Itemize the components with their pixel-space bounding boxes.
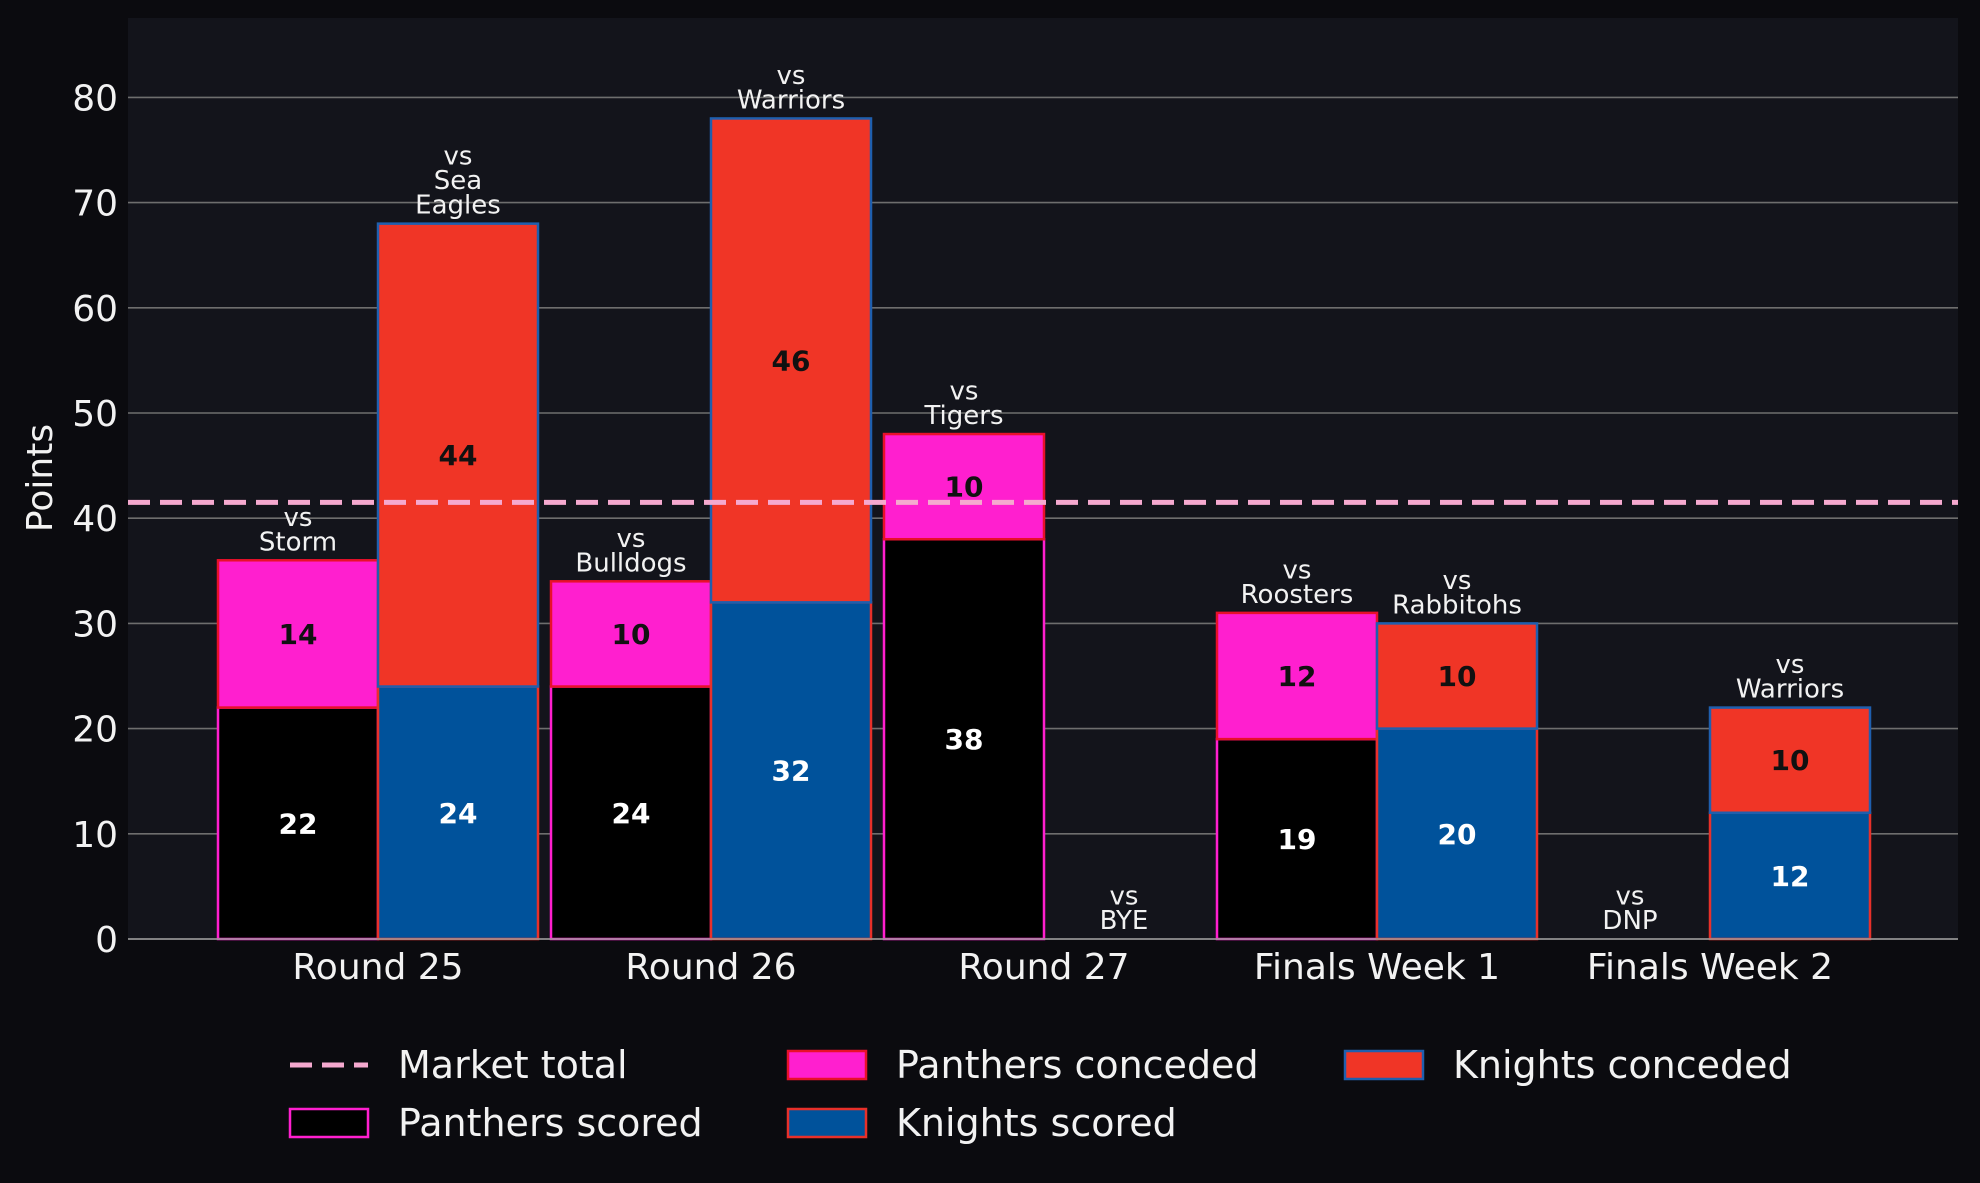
vs-label: vs: [284, 503, 313, 533]
knights-conceded-bar: [1375, 622, 1539, 730]
opponent-label: BYE: [1100, 906, 1149, 936]
knights-conceded-bar: [1708, 706, 1872, 815]
legend-label: Panthers conceded: [896, 1043, 1259, 1087]
opponent-label: Eagles: [415, 191, 501, 221]
y-tick-label: 70: [72, 184, 118, 225]
legend-label: Panthers scored: [398, 1101, 703, 1145]
knights-scored-bar: [709, 601, 873, 941]
vs-label: vs: [1283, 555, 1312, 585]
vs-label: vs: [1443, 566, 1472, 596]
vs-label: vs: [1110, 882, 1139, 912]
y-tick-label: 20: [72, 710, 118, 751]
opponent-label: Rabbitohs: [1392, 590, 1522, 620]
panthers-scored-label: 19: [1278, 823, 1317, 856]
panthers-conceded-bar: [549, 580, 713, 688]
y-tick-label: 40: [72, 499, 118, 540]
panthers-conceded-label: 10: [945, 471, 984, 504]
panthers-scored-bar: [216, 706, 380, 941]
x-tick-label: Round 26: [625, 947, 796, 988]
opponent-label: DNP: [1602, 906, 1657, 936]
vs-label: vs: [444, 142, 473, 172]
y-tick-label: 10: [72, 815, 118, 856]
panthers-conceded-label: 10: [612, 618, 651, 651]
knights-scored-label: 24: [439, 797, 478, 830]
legend-label: Knights conceded: [1453, 1043, 1792, 1087]
panthers-scored-label: 38: [945, 723, 984, 756]
panthers-scored-label: 24: [612, 797, 651, 830]
x-tick-label: Finals Week 2: [1587, 947, 1833, 988]
x-tick-label: Round 25: [292, 947, 463, 988]
panthers-conceded-label: 12: [1278, 660, 1317, 693]
y-tick-label: 0: [95, 920, 118, 961]
y-tick-label: 60: [72, 289, 118, 330]
panthers-conceded-bar: [882, 432, 1046, 541]
legend-swatch: [786, 1107, 868, 1139]
x-tick-label: Finals Week 1: [1254, 947, 1500, 988]
opponent-label: Warriors: [1736, 675, 1844, 705]
legend-swatch: [1343, 1049, 1425, 1081]
knights-scored-label: 20: [1438, 818, 1477, 851]
legend-swatch: [786, 1049, 868, 1081]
knights-scored-label: 32: [772, 755, 811, 788]
knights-scored-label: 12: [1771, 860, 1810, 893]
y-tick-label: 50: [72, 394, 118, 435]
panthers-scored-bar: [882, 537, 1046, 941]
knights-conceded-label: 44: [439, 439, 478, 472]
vs-label: vs: [617, 524, 646, 554]
knights-conceded-label: 10: [1438, 660, 1477, 693]
opponent-label: Sea: [434, 166, 482, 196]
y-tick-label: 80: [72, 78, 118, 119]
opponent-label: Warriors: [737, 85, 845, 115]
panthers-scored-label: 22: [279, 807, 318, 840]
vs-label: vs: [1776, 650, 1805, 680]
y-axis-label: Points: [20, 424, 61, 532]
knights-conceded-label: 46: [772, 344, 811, 377]
knights-conceded-bar: [376, 222, 540, 688]
legend-label: Knights scored: [896, 1101, 1177, 1145]
legend-label: Market total: [398, 1043, 628, 1087]
panthers-conceded-label: 14: [279, 618, 318, 651]
panthers-conceded-bar: [1215, 611, 1379, 741]
y-tick-label: 30: [72, 604, 118, 645]
opponent-label: Roosters: [1241, 580, 1354, 610]
legend-swatch: [288, 1107, 370, 1139]
opponent-label: Storm: [259, 527, 337, 557]
knights-conceded-label: 10: [1771, 744, 1810, 777]
vs-label: vs: [950, 377, 979, 407]
vs-label: vs: [777, 61, 806, 91]
vs-label: vs: [1616, 882, 1645, 912]
x-tick-label: Round 27: [958, 947, 1129, 988]
opponent-label: Tigers: [923, 401, 1003, 431]
knights-conceded-bar: [709, 117, 873, 604]
opponent-label: Bulldogs: [575, 548, 686, 578]
